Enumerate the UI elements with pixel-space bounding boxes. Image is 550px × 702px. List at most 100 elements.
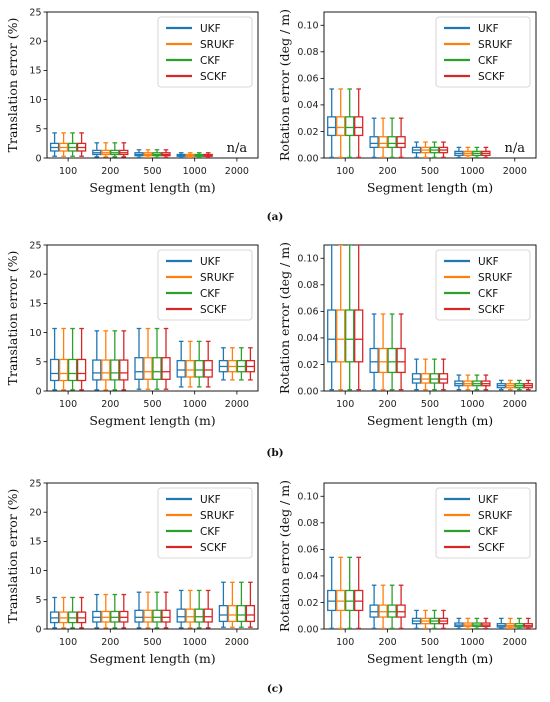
y-tick-label: 0.00 xyxy=(297,386,318,397)
x-tick-label: 2000 xyxy=(503,166,527,177)
y-tick-label: 5 xyxy=(35,595,41,606)
panel-caption: (c) xyxy=(267,683,283,695)
box xyxy=(354,589,364,612)
box xyxy=(245,604,256,623)
box xyxy=(92,359,102,381)
legend-label: UKF xyxy=(200,23,221,35)
box-group xyxy=(49,581,256,629)
x-tick-label: 100 xyxy=(59,399,77,410)
x-axis-label: Segment length (m) xyxy=(89,180,215,195)
x-tick-label: 2000 xyxy=(225,399,249,410)
box xyxy=(369,136,379,149)
y-tick-label: 0 xyxy=(35,386,41,397)
legend-label: SCKF xyxy=(478,542,505,554)
y-tick-label: 0.00 xyxy=(297,153,318,164)
legend-frame xyxy=(157,16,253,88)
x-tick-label: 2000 xyxy=(503,637,527,648)
legend-label: SCKF xyxy=(478,304,505,316)
y-tick-label: 20 xyxy=(29,508,41,519)
box xyxy=(194,359,204,378)
legend-label: CKF xyxy=(478,55,498,67)
y-tick-label: 0.02 xyxy=(297,127,318,138)
legend-label: CKF xyxy=(478,288,498,300)
box xyxy=(354,309,364,363)
x-tick-label: 500 xyxy=(421,637,439,648)
box xyxy=(58,358,69,382)
box xyxy=(429,373,440,384)
x-tick-label: 100 xyxy=(59,166,77,177)
box xyxy=(185,359,195,378)
x-tick-label: 100 xyxy=(336,399,354,410)
legend: UKF SRUKF CKF SCKF xyxy=(435,249,531,321)
box xyxy=(161,609,171,623)
box xyxy=(185,608,195,623)
box-group xyxy=(327,88,491,158)
legend: UKF SRUKF CKF SCKF xyxy=(157,487,253,559)
y-tick-label: 15 xyxy=(29,299,41,310)
legend-label: SRUKF xyxy=(478,39,513,51)
y-tick-label: 0.10 xyxy=(297,254,318,265)
x-axis-label: Segment length (m) xyxy=(89,651,215,666)
y-tick-label: 0 xyxy=(35,153,41,164)
box-group xyxy=(49,327,256,391)
y-tick-label: 0.08 xyxy=(297,280,318,291)
plot-c-right: 0.00 0.02 0.04 0.06 0.08 0.10 100 200 500 1000 200… xyxy=(277,480,537,666)
y-tick-label: 10 xyxy=(29,95,41,106)
x-tick-label: 1000 xyxy=(460,399,484,410)
box xyxy=(143,609,153,623)
y-tick-label: 5 xyxy=(35,124,41,135)
x-tick-label: 500 xyxy=(143,399,161,410)
plot-b-left: 0 5 10 15 20 25 100 200 500 1000 2000 Segment lengt… xyxy=(5,240,259,428)
panel-caption: (a) xyxy=(267,211,284,223)
y-tick-label: 0.10 xyxy=(297,21,318,32)
x-tick-label: 200 xyxy=(379,637,397,648)
box xyxy=(345,589,355,612)
box xyxy=(143,357,153,380)
x-tick-label: 1000 xyxy=(460,637,484,648)
box xyxy=(420,373,431,384)
x-tick-label: 100 xyxy=(336,166,354,177)
box xyxy=(152,357,162,380)
y-tick-label: 0.06 xyxy=(297,545,318,556)
y-tick-label: 15 xyxy=(29,66,41,77)
box xyxy=(110,359,120,381)
na-annotation: n/a xyxy=(505,141,526,156)
legend-label: SCKF xyxy=(200,304,227,316)
legend-frame xyxy=(435,487,531,559)
box xyxy=(378,136,388,149)
legend-label: SRUKF xyxy=(478,272,513,284)
box xyxy=(119,359,129,381)
box xyxy=(152,609,162,623)
y-axis-label: Translation error (%) xyxy=(5,18,20,153)
box xyxy=(345,116,355,137)
legend-label: SRUKF xyxy=(200,39,235,51)
box xyxy=(378,604,388,618)
box xyxy=(101,359,111,381)
box xyxy=(161,357,171,380)
legend: UKF SRUKF CKF SCKF xyxy=(435,487,531,559)
y-tick-label: 10 xyxy=(29,328,41,339)
y-tick-label: 25 xyxy=(29,478,41,489)
legend: UKF SRUKF CKF SCKF xyxy=(157,16,253,88)
x-tick-label: 500 xyxy=(143,637,161,648)
legend-label: UKF xyxy=(200,494,221,506)
x-tick-label: 2000 xyxy=(225,637,249,648)
x-tick-label: 2000 xyxy=(225,166,249,177)
x-tick-label: 100 xyxy=(336,637,354,648)
box xyxy=(369,347,379,374)
legend-label: CKF xyxy=(200,288,220,300)
y-axis-label: Translation error (%) xyxy=(5,489,20,624)
x-tick-label: 500 xyxy=(143,166,161,177)
y-tick-label: 0.04 xyxy=(297,333,318,344)
box xyxy=(203,359,213,378)
box xyxy=(369,604,379,618)
y-tick-label: 15 xyxy=(29,537,41,548)
box xyxy=(49,358,60,382)
x-tick-label: 200 xyxy=(379,166,397,177)
box xyxy=(387,347,397,374)
y-tick-label: 25 xyxy=(29,240,41,251)
y-axis-label: Rotation error (deg / m) xyxy=(277,9,292,161)
box xyxy=(67,358,78,382)
legend-frame xyxy=(157,487,253,559)
legend-label: SCKF xyxy=(200,71,227,83)
